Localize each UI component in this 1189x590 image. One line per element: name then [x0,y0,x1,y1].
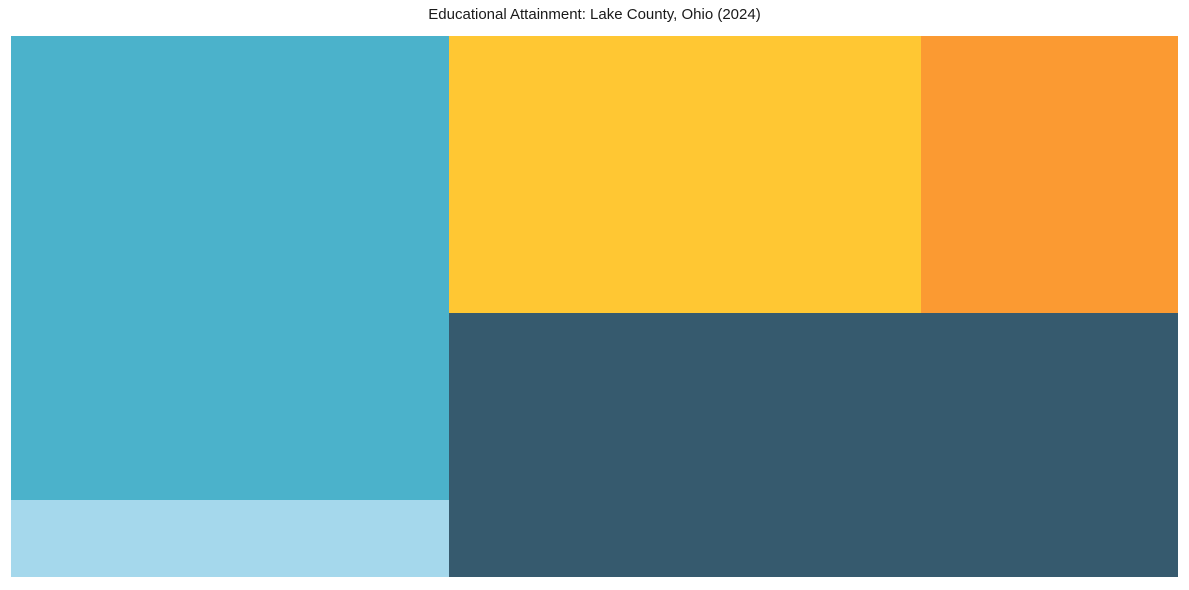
treemap-plot-area: Some college or associate's degree 32.2 … [11,36,1178,577]
treemap-tile-less-than-high-school-diploma[interactable]: Less than high school diploma 5.3 [11,500,449,577]
treemap-tile-high-school-graduate-or-equivalent[interactable]: High school graduate or equivalent 30.5 [448,312,1178,577]
chart-title: Educational Attainment: Lake County, Ohi… [428,6,761,23]
treemap-tile-graduate-or-professional-degree[interactable]: Graduate or professional degree 11.3 [921,36,1178,313]
treemap-tile-bachelors-degree[interactable]: Bachelor's degree 20.7 [448,36,922,313]
treemap-tile-some-college-or-associates-degree[interactable]: Some college or associate's degree 32.2 [11,36,449,501]
